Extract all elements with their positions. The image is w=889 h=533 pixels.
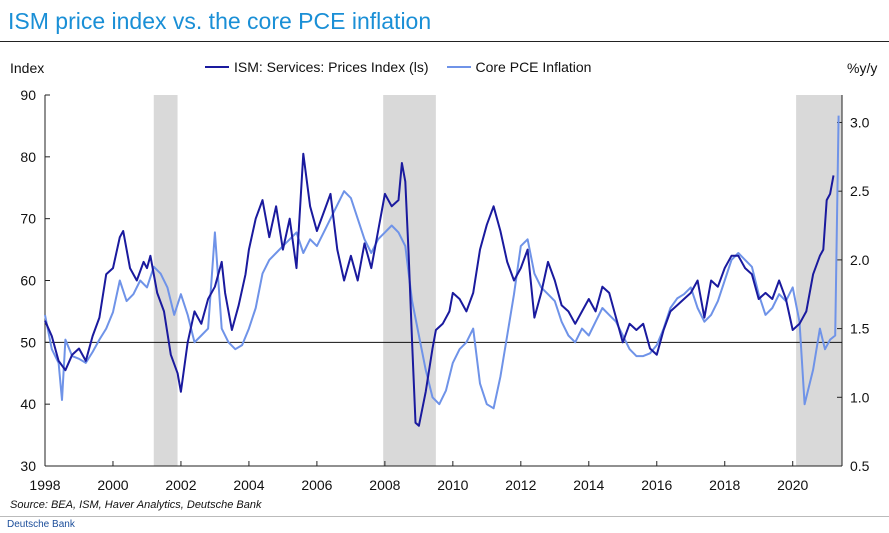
x-tick-label: 2004 [233,477,264,493]
series-line-pce [44,115,840,410]
y-tick-label: 30 [20,458,36,474]
y2-tick-label: 1.0 [850,389,870,405]
legend-swatch-pce [446,66,471,68]
y2-tick-label: 0.5 [850,458,870,474]
title-divider [0,41,889,42]
y-tick-label: 40 [20,396,36,412]
y2-tick-label: 1.5 [850,321,870,337]
recession-band-0 [153,95,178,466]
source-note: Source: BEA, ISM, Haver Analytics, Deuts… [10,499,262,511]
x-tick-label: 2000 [97,477,128,493]
x-tick-label: 2012 [505,477,536,493]
legend: ISM: Services: Prices Index (ls) Core PC… [205,59,609,75]
x-tick-label: 2008 [369,477,400,493]
y-tick-label: 80 [20,149,36,165]
legend-label-pce: Core PCE Inflation [475,59,592,75]
x-tick-label: 2020 [777,477,808,493]
legend-label-ism: ISM: Services: Prices Index (ls) [234,59,429,75]
left-axis-label: Index [10,60,45,76]
y2-tick-label: 2.0 [850,252,870,268]
x-tick-label: 1998 [29,477,60,493]
legend-swatch-ism [205,66,229,68]
y-tick-label: 90 [20,87,36,103]
y-tick-label: 70 [20,211,36,227]
x-tick-label: 2014 [573,477,604,493]
right-axis-label: %y/y [847,60,878,76]
y-tick-label: 60 [20,273,36,289]
x-tick-label: 2010 [437,477,468,493]
y-tick-label: 50 [20,334,36,350]
y2-tick-label: 3.0 [850,114,870,130]
legend-item-ism: ISM: Services: Prices Index (ls) [205,59,429,75]
footer-brand: Deutsche Bank [7,519,75,530]
y2-tick-label: 2.5 [850,183,870,199]
footer-divider [0,516,889,517]
x-tick-label: 2018 [709,477,740,493]
x-tick-label: 2016 [641,477,672,493]
series-line-ism [44,152,835,427]
legend-item-pce: Core PCE Inflation [446,59,592,75]
chart-title: ISM price index vs. the core PCE inflati… [8,8,432,34]
x-tick-label: 2006 [301,477,332,493]
x-tick-label: 2002 [165,477,196,493]
